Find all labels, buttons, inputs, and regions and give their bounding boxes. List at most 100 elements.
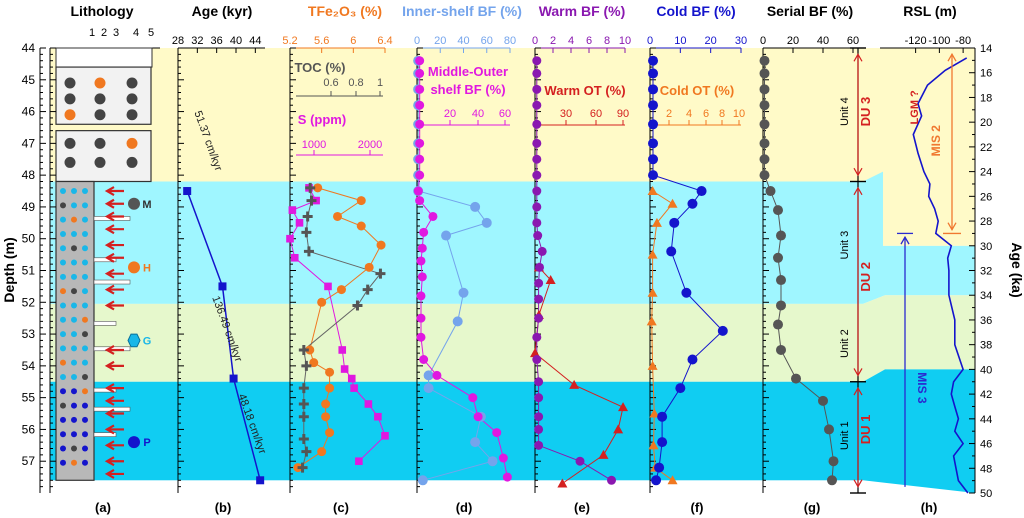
s-point: [338, 346, 347, 354]
warm-bf-point: [532, 56, 542, 66]
lithology-grain: [60, 188, 66, 195]
inner-shelf-point: [452, 316, 463, 327]
legend-p-symbol: [128, 436, 140, 449]
serial-bf-point: [765, 186, 776, 197]
warm-ot-tick-label: 90: [617, 108, 629, 120]
s-point: [374, 412, 382, 421]
lithology-grain: [82, 445, 88, 452]
cold-bf-point: [657, 411, 668, 422]
lithology-clast: [64, 109, 76, 121]
lithology-top-layer: [55, 47, 153, 68]
toc-tick-label: 0.8: [348, 77, 363, 89]
s-point: [381, 431, 389, 440]
lithology-grain: [60, 373, 66, 380]
cold-bf-point: [657, 437, 668, 448]
cold-bf-point: [717, 325, 728, 336]
legend-h-symbol: [128, 261, 140, 274]
sample-arrow: [104, 408, 124, 419]
toc-label: TOC (%): [294, 60, 345, 75]
middle-outer-point: [492, 428, 502, 438]
serial-bf-tick-label: 20: [787, 35, 799, 47]
warm-bf-point: [532, 202, 542, 212]
age-right-tick-label: 40: [980, 364, 992, 376]
lithology-grain: [60, 388, 66, 395]
du-arrow-head: [853, 167, 863, 177]
tfe-point: [376, 240, 386, 250]
age-title: Age (kyr): [192, 3, 253, 19]
lithology-grain: [71, 345, 77, 352]
tfe-tick-label: 5.6: [314, 35, 329, 47]
warm-bf-tick-label: 4: [568, 35, 574, 47]
tfe-point: [321, 412, 331, 422]
warm-bf-point: [532, 68, 542, 78]
warm-ot-tick-label: 30: [560, 108, 572, 120]
du-arrow-head: [853, 479, 863, 488]
age-tick-label: 40: [230, 35, 242, 47]
cold-bf-point: [648, 100, 659, 111]
lithology-clast: [94, 77, 106, 89]
tfe-point: [333, 211, 342, 221]
warm-bf-point: [535, 262, 544, 272]
lithology-grain: [60, 359, 66, 366]
serial-bf-point: [776, 275, 786, 286]
lithology-grain: [82, 431, 88, 438]
middle-outer-point: [502, 472, 512, 482]
middle-outer-point: [419, 355, 429, 364]
legend-g-symbol: [127, 333, 141, 348]
du1: DU 1: [858, 415, 873, 445]
depth-tick-label: 54: [22, 359, 36, 373]
toc-point: [298, 344, 309, 355]
lithology-grain: [82, 273, 88, 280]
sample-arrow: [104, 211, 124, 222]
cold-ot-tick-label: 10: [733, 108, 745, 120]
cold-ot-point: [648, 440, 659, 450]
depth-band-2: [50, 181, 863, 304]
age-point: [229, 374, 238, 383]
inner-shelf-title: Inner-shelf BF (%): [402, 3, 522, 19]
warm-bf-point: [532, 84, 542, 94]
lithology-clast: [126, 109, 138, 121]
lithology-grain: [60, 230, 66, 237]
unit2: Unit 2: [839, 329, 851, 358]
sample-arrow: [104, 345, 124, 355]
lithology-grain: [60, 402, 66, 409]
depth-band-4: [50, 381, 863, 481]
lithology-grain: [60, 273, 66, 280]
lithology-grain: [82, 416, 88, 423]
age-right-tick-label: 38: [980, 340, 992, 352]
lithology-grain: [71, 230, 77, 237]
serial-bf-point: [759, 68, 770, 79]
sample-arrow: [104, 360, 124, 371]
lithology-grain: [71, 373, 77, 380]
depth-tick-label: 52: [22, 295, 36, 309]
cold-bf-point: [648, 170, 659, 181]
unit1: Unit 1: [839, 421, 851, 450]
toc-tick-label: 1: [377, 77, 383, 89]
serial-bf-point: [828, 456, 839, 467]
serial-bf-point: [773, 319, 783, 330]
warm-bf-point: [532, 218, 542, 228]
warm-bf-point: [532, 355, 542, 364]
lithology-grain: [82, 302, 88, 309]
lithology-grain: [71, 459, 77, 466]
tfe-point: [321, 399, 331, 409]
lithology-grain: [60, 302, 66, 309]
cold-ot-point: [647, 287, 658, 297]
serial-bf-point: [759, 55, 770, 66]
toc-point: [303, 246, 314, 257]
age-right-tick-label: 36: [980, 315, 992, 327]
lithology-grain: [82, 331, 88, 338]
lithology-grain: [82, 402, 88, 409]
cold-ot-point: [647, 249, 658, 259]
age-right-tick-label: 46: [980, 439, 992, 451]
lithology-grain: [60, 345, 66, 352]
serial-bf-point: [773, 205, 783, 216]
s-label: S (ppm): [298, 112, 346, 127]
warm-ot-label: Warm OT (%): [544, 83, 625, 98]
warm-bf-tick-label: 8: [604, 35, 610, 47]
cold-bf-title: Cold BF (%): [656, 3, 735, 19]
middle-outer-point: [417, 272, 427, 282]
sample-arrow: [104, 383, 124, 394]
lithology-grain: [71, 273, 77, 280]
inner-shelf-tick-label: 0: [414, 35, 420, 47]
